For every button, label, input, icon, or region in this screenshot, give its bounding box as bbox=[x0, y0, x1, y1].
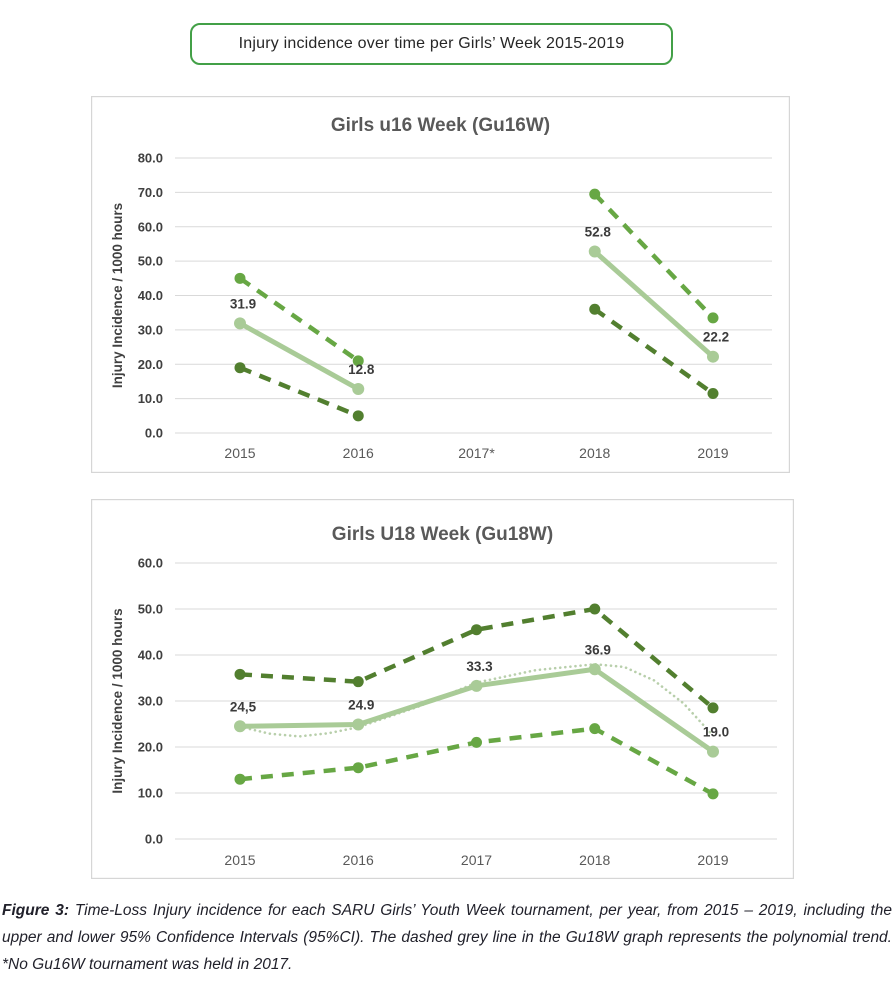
y-tick-label: 10.0 bbox=[138, 391, 163, 406]
x-tick-label: 2017 bbox=[461, 852, 492, 868]
data-label: 52.8 bbox=[585, 225, 612, 240]
data-label: 33.3 bbox=[466, 659, 493, 674]
series-line-upper-95-ci bbox=[238, 276, 360, 363]
figure-caption-text: Time-Loss Injury incidence for each SARU… bbox=[2, 902, 893, 973]
data-point bbox=[234, 317, 246, 330]
data-point bbox=[707, 350, 719, 363]
y-tick-label: 40.0 bbox=[138, 648, 163, 663]
data-label: 31.9 bbox=[230, 296, 256, 311]
data-point bbox=[234, 362, 246, 374]
x-tick-label: 2018 bbox=[579, 852, 610, 868]
y-tick-label: 20.0 bbox=[138, 740, 163, 755]
data-point bbox=[352, 718, 365, 731]
figure-caption-label: Figure 3: bbox=[2, 902, 69, 919]
figure-title-box: Injury incidence over time per Girls’ We… bbox=[190, 23, 673, 65]
x-tick-label: 2016 bbox=[343, 852, 374, 868]
chart-title: Girls u16 Week (Gu16W) bbox=[331, 115, 550, 136]
x-tick-label: 2017* bbox=[458, 445, 495, 461]
y-tick-label: 60.0 bbox=[138, 556, 163, 571]
data-point bbox=[470, 679, 483, 692]
data-label: 22.2 bbox=[703, 330, 729, 345]
y-tick-label: 10.0 bbox=[138, 786, 163, 801]
series-line-lower-95-ci bbox=[593, 307, 715, 396]
y-tick-label: 60.0 bbox=[138, 219, 163, 234]
data-label: 24.9 bbox=[348, 697, 374, 712]
y-tick-label: 30.0 bbox=[138, 694, 163, 709]
data-point bbox=[707, 702, 719, 714]
data-label: 36.9 bbox=[585, 642, 611, 657]
x-tick-label: 2015 bbox=[224, 445, 255, 461]
data-point bbox=[234, 272, 246, 284]
x-tick-label: 2016 bbox=[343, 445, 374, 461]
y-tick-label: 50.0 bbox=[138, 602, 163, 617]
data-point bbox=[234, 773, 246, 785]
y-tick-label: 20.0 bbox=[138, 357, 163, 372]
data-point bbox=[352, 676, 364, 688]
chart-title: Girls U18 Week (Gu18W) bbox=[332, 524, 553, 545]
y-tick-label: 0.0 bbox=[145, 426, 163, 441]
data-point bbox=[589, 603, 601, 615]
data-point bbox=[352, 410, 364, 422]
data-point bbox=[471, 736, 482, 748]
chart-panel bbox=[91, 96, 790, 473]
data-label: 19.0 bbox=[703, 725, 729, 740]
data-point bbox=[707, 745, 719, 758]
gu18w-chart: 0.0 10.0 20.0 30.0 40.0 50.0 60.0 2015 2016 2017 2… bbox=[91, 499, 794, 879]
y-tick-label: 40.0 bbox=[138, 288, 163, 303]
data-point bbox=[234, 668, 246, 680]
x-tick-label: 2019 bbox=[697, 445, 728, 461]
y-axis-title: Injury Incidence / 1000 hours bbox=[110, 608, 125, 793]
data-point bbox=[707, 312, 719, 324]
y-tick-label: 30.0 bbox=[138, 322, 163, 337]
data-point bbox=[707, 387, 719, 399]
data-point bbox=[352, 355, 364, 367]
data-point bbox=[352, 383, 365, 395]
series-line-injury-incidence bbox=[593, 249, 715, 359]
data-point bbox=[471, 624, 482, 636]
y-tick-label: 80.0 bbox=[138, 151, 163, 166]
series-line-lower-95-ci bbox=[239, 365, 360, 418]
x-tick-label: 2015 bbox=[224, 852, 255, 868]
data-point bbox=[589, 188, 601, 200]
x-tick-label: 2019 bbox=[697, 852, 728, 868]
data-label: 12.8 bbox=[348, 362, 375, 377]
series-line-upper-95-ci bbox=[593, 192, 715, 320]
figure-title: Injury incidence over time per Girls’ We… bbox=[238, 35, 625, 52]
data-point bbox=[588, 663, 601, 676]
gu16w-chart: 0.0 10.0 20.0 30.0 40.0 50.0 60.0 70.0 80.0 2015 2… bbox=[91, 96, 790, 473]
series-line-injury-incidence bbox=[238, 321, 360, 392]
data-point bbox=[589, 723, 601, 735]
x-tick-label: 2018 bbox=[579, 445, 610, 461]
data-point bbox=[588, 245, 601, 258]
series-line-polynomial-trend bbox=[238, 662, 715, 738]
figure-caption: Figure 3: Time-Loss Injury incidence for… bbox=[2, 897, 892, 978]
y-tick-label: 0.0 bbox=[145, 832, 163, 847]
data-point bbox=[707, 788, 719, 800]
data-label: 24,5 bbox=[230, 699, 257, 714]
y-axis-title: Injury Incidence / 1000 hours bbox=[110, 203, 125, 388]
data-point bbox=[234, 720, 246, 733]
data-point bbox=[589, 303, 601, 315]
y-tick-label: 70.0 bbox=[138, 185, 163, 200]
data-point bbox=[352, 762, 364, 774]
y-tick-label: 50.0 bbox=[138, 254, 163, 269]
